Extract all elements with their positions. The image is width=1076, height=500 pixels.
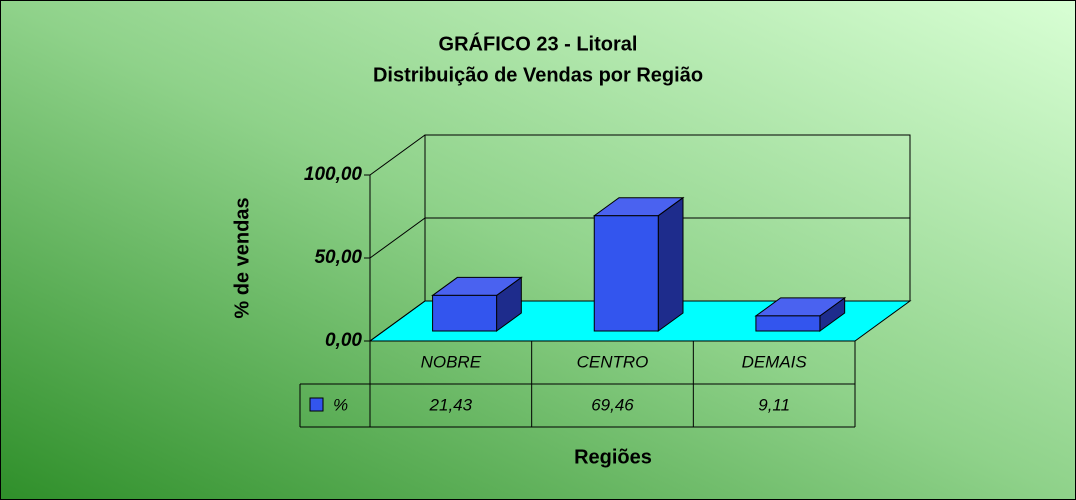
table-value: 69,46 [591,395,634,414]
bar-face [755,315,821,332]
bar [754,296,847,332]
legend-label: % [333,395,348,414]
grid-line [369,300,910,342]
table-value: 9,11 [758,395,790,414]
legend-key [309,397,324,412]
y-axis-label: % de vendas [231,197,253,318]
x-axis-label: Regiões [574,446,652,468]
y-tick-label: 50,00 [314,247,362,268]
grid-line [369,134,910,176]
chart-title: GRÁFICO 23 - Litoral [439,32,638,55]
x-tick-label: CENTRO [577,352,649,371]
bar-face [593,215,659,332]
table-value: 21,43 [429,395,473,414]
bar [592,196,685,332]
bar-face [657,196,684,332]
y-tick-label: 100,00 [304,164,363,185]
bar-face [432,294,498,332]
grid-line [369,217,910,259]
x-tick-label: DEMAIS [742,352,808,371]
chart-subtitle: Distribuição de Vendas por Região [373,64,703,86]
bar [431,276,523,332]
y-tick-label: 0,00 [325,330,362,351]
x-tick-label: NOBRE [421,352,482,371]
